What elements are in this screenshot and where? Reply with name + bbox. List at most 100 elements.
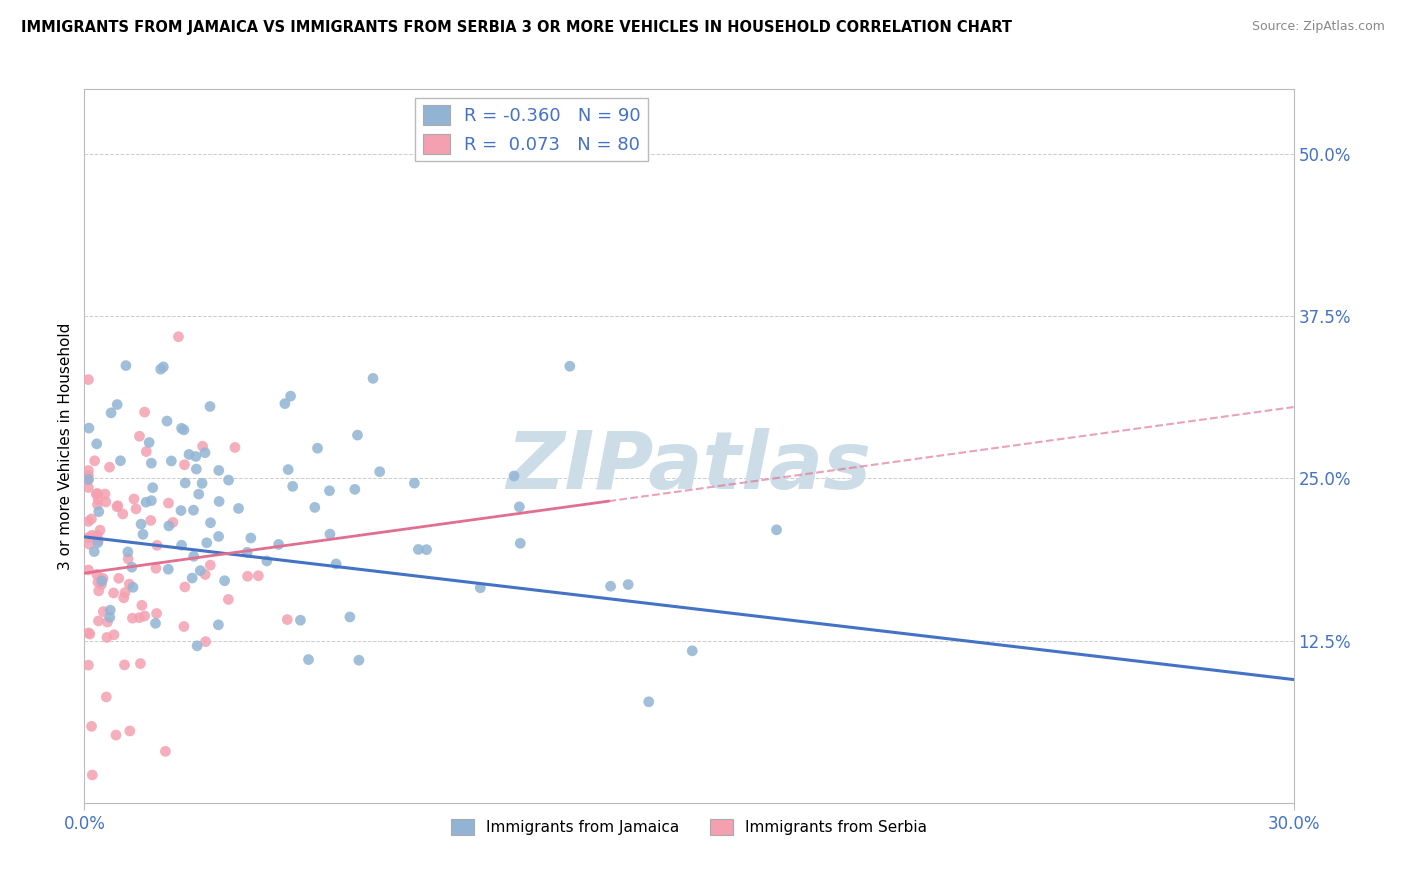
Point: [239, 531, 262, 545]
Point: [318, 483, 340, 498]
Point: [157, 562, 180, 576]
Point: [681, 644, 703, 658]
Point: [129, 517, 152, 532]
Point: [121, 611, 143, 625]
Point: [125, 502, 148, 516]
Point: [84, 487, 107, 501]
Point: [141, 456, 163, 470]
Point: [135, 495, 157, 509]
Point: [131, 599, 153, 613]
Point: [149, 362, 172, 376]
Point: [98, 603, 121, 617]
Point: [274, 396, 297, 410]
Text: Source: ZipAtlas.com: Source: ZipAtlas.com: [1251, 20, 1385, 33]
Point: [77, 531, 100, 545]
Point: [157, 519, 180, 533]
Point: [139, 513, 162, 527]
Point: [138, 435, 160, 450]
Point: [194, 567, 217, 582]
Point: [186, 639, 208, 653]
Point: [96, 615, 118, 629]
Point: [195, 536, 218, 550]
Point: [77, 463, 100, 477]
Point: [145, 561, 167, 575]
Point: [408, 542, 430, 557]
Point: [77, 563, 100, 577]
Point: [118, 577, 141, 591]
Point: [80, 528, 103, 542]
Point: [105, 500, 128, 514]
Point: [186, 462, 208, 476]
Point: [415, 542, 437, 557]
Point: [188, 564, 211, 578]
Point: [79, 627, 101, 641]
Point: [194, 445, 217, 459]
Point: [174, 475, 197, 490]
Point: [86, 437, 108, 451]
Point: [173, 423, 195, 437]
Point: [145, 607, 167, 621]
Point: [87, 492, 110, 507]
Point: [107, 499, 129, 513]
Point: [77, 468, 100, 483]
Point: [297, 652, 319, 666]
Point: [86, 528, 108, 542]
Point: [267, 537, 290, 551]
Point: [122, 580, 145, 594]
Point: [319, 527, 342, 541]
Point: [77, 481, 100, 495]
Point: [170, 538, 193, 552]
Point: [290, 613, 312, 627]
Point: [194, 634, 217, 648]
Point: [325, 557, 347, 571]
Point: [110, 454, 132, 468]
Point: [191, 476, 214, 491]
Point: [115, 359, 138, 373]
Point: [183, 549, 205, 564]
Point: [91, 571, 114, 585]
Point: [347, 653, 370, 667]
Point: [170, 421, 193, 435]
Point: [134, 609, 156, 624]
Text: ZIPatlas: ZIPatlas: [506, 428, 872, 507]
Point: [132, 527, 155, 541]
Point: [129, 657, 152, 671]
Point: [558, 359, 581, 374]
Point: [157, 496, 180, 510]
Point: [181, 571, 204, 585]
Point: [89, 523, 111, 537]
Point: [77, 626, 100, 640]
Point: [83, 544, 105, 558]
Point: [122, 491, 145, 506]
Point: [637, 695, 659, 709]
Point: [236, 569, 259, 583]
Point: [404, 476, 426, 491]
Point: [98, 460, 121, 475]
Point: [83, 454, 105, 468]
Text: IMMIGRANTS FROM JAMAICA VS IMMIGRANTS FROM SERBIA 3 OR MORE VEHICLES IN HOUSEHOL: IMMIGRANTS FROM JAMAICA VS IMMIGRANTS FR…: [21, 20, 1012, 35]
Point: [361, 371, 384, 385]
Point: [86, 486, 108, 500]
Point: [77, 658, 100, 673]
Point: [509, 536, 531, 550]
Point: [173, 458, 195, 472]
Point: [77, 421, 100, 435]
Point: [173, 580, 195, 594]
Point: [77, 472, 100, 486]
Point: [236, 545, 259, 559]
Point: [128, 429, 150, 443]
Point: [94, 495, 117, 509]
Point: [277, 462, 299, 476]
Point: [145, 616, 167, 631]
Point: [508, 500, 530, 514]
Point: [118, 723, 141, 738]
Point: [87, 535, 110, 549]
Point: [162, 516, 184, 530]
Point: [346, 428, 368, 442]
Point: [155, 744, 177, 758]
Point: [79, 537, 101, 551]
Point: [247, 568, 270, 582]
Point: [86, 498, 108, 512]
Point: [87, 614, 110, 628]
Point: [503, 469, 526, 483]
